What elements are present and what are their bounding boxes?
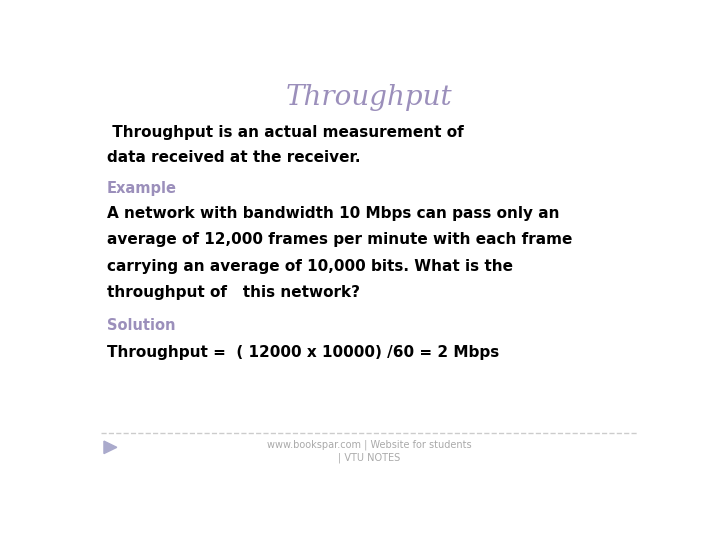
Text: Throughput: Throughput — [286, 84, 452, 111]
Text: data received at the receiver.: data received at the receiver. — [107, 150, 360, 165]
Text: carrying an average of 10,000 bits. What is the: carrying an average of 10,000 bits. What… — [107, 259, 513, 274]
Polygon shape — [104, 441, 117, 454]
Text: Example: Example — [107, 181, 176, 196]
Text: throughput of   this network?: throughput of this network? — [107, 285, 360, 300]
Text: Throughput =  ( 12000 x 10000) /60 = 2 Mbps: Throughput = ( 12000 x 10000) /60 = 2 Mb… — [107, 346, 499, 361]
Text: average of 12,000 frames per minute with each frame: average of 12,000 frames per minute with… — [107, 232, 572, 247]
Text: www.bookspar.com | Website for students: www.bookspar.com | Website for students — [266, 439, 472, 449]
Text: Solution: Solution — [107, 319, 175, 333]
Text: Throughput is an actual measurement of: Throughput is an actual measurement of — [107, 125, 464, 140]
Text: A network with bandwidth 10 Mbps can pass only an: A network with bandwidth 10 Mbps can pas… — [107, 206, 559, 221]
Text: | VTU NOTES: | VTU NOTES — [338, 453, 400, 463]
